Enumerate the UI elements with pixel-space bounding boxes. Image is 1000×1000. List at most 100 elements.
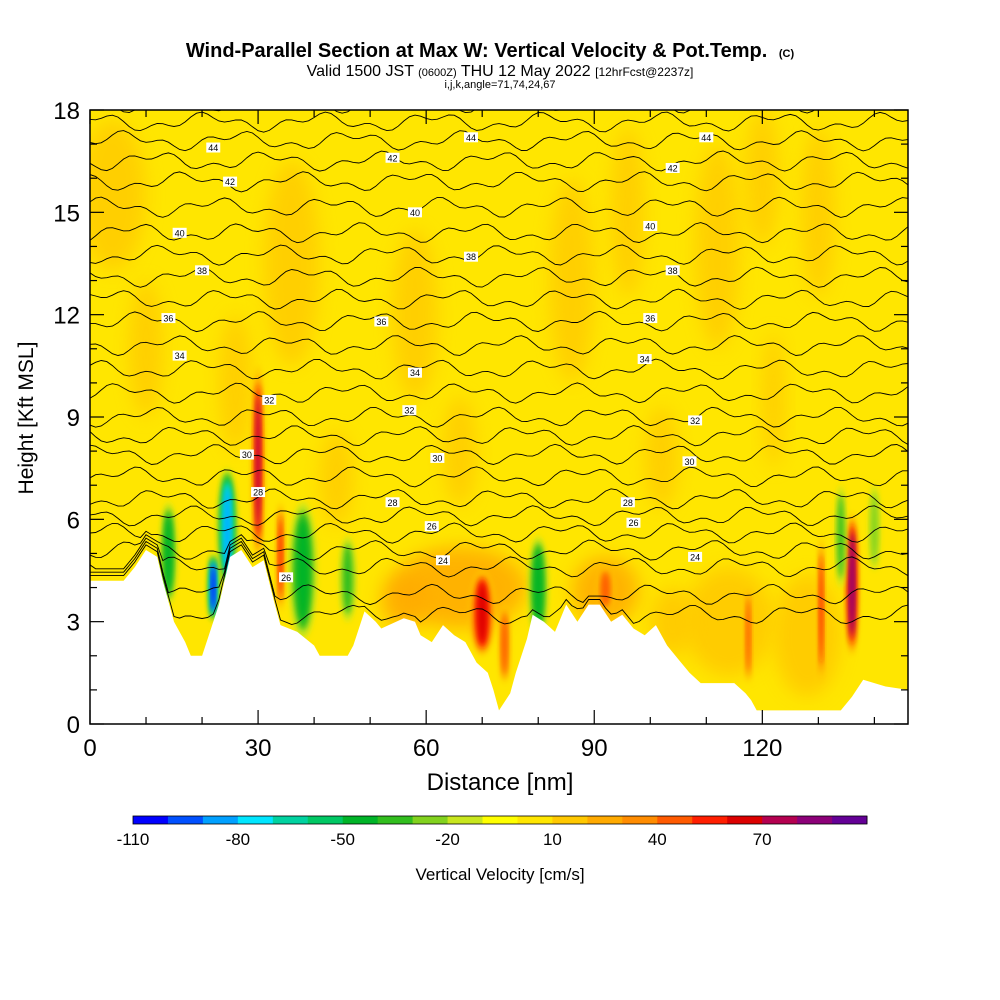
shading-patch	[129, 280, 163, 417]
chart-title-main: Wind-Parallel Section at Max W: Vertical…	[186, 40, 767, 62]
x-tick-label: 120	[742, 735, 782, 762]
contour-label: 34	[175, 351, 185, 361]
subtitle-valid: Valid 1500 JST	[307, 63, 415, 80]
colorbar-frame	[132, 815, 868, 825]
contour-label: 30	[684, 457, 694, 467]
contour-label: 38	[197, 266, 207, 276]
contour-label: 26	[628, 518, 638, 528]
contour-label-bg	[223, 176, 238, 187]
contour-label-bg	[682, 456, 697, 467]
contour-label-bg	[172, 227, 187, 238]
colorbar-swatch	[342, 816, 379, 824]
contour-label: 36	[645, 314, 655, 324]
shading-patch	[549, 178, 595, 383]
velocity-cell	[850, 535, 854, 633]
colorbar-tick-label: -50	[330, 830, 355, 849]
contour-label-bg	[385, 497, 400, 508]
velocity-cell	[296, 519, 309, 622]
contour-label-bg	[402, 405, 417, 416]
x-tick-label: 60	[413, 735, 440, 762]
contour-label-bg	[172, 350, 187, 361]
colorbar-tick-label: -20	[435, 830, 460, 849]
contour-label: 44	[701, 133, 711, 143]
velocity-cell	[871, 492, 878, 563]
velocity-cell	[746, 599, 751, 671]
contour-label-bg	[637, 354, 652, 365]
colorbar-swatch	[167, 816, 204, 824]
contour-label: 28	[253, 488, 263, 498]
theta-contour	[90, 537, 908, 578]
contour-label-bg	[262, 394, 277, 405]
theta-contour	[90, 244, 908, 266]
colorbar-swatch	[552, 816, 588, 824]
chart-subtitle: Valid 1500 JST (0600Z) THU 12 May 2022 […	[307, 63, 694, 80]
theta-contour	[90, 544, 908, 625]
shading-patch	[611, 127, 645, 298]
theta-contour	[90, 310, 908, 333]
colorbar-tick-label: 70	[753, 830, 772, 849]
theta-contour	[90, 406, 908, 428]
theta-contour	[90, 288, 908, 310]
contour-label-bg	[435, 555, 450, 566]
subtitle-forecast: [12hrFcst@2237z]	[595, 65, 693, 79]
colorbar-swatch	[307, 816, 344, 824]
contour-label: 44	[466, 133, 476, 143]
contour-label: 28	[623, 498, 633, 508]
contour-label-bg	[195, 265, 210, 276]
theta-contour	[90, 540, 908, 606]
contour-label: 36	[163, 314, 173, 324]
chart-title: Wind-Parallel Section at Max W: Vertical…	[186, 40, 795, 62]
colorbar-label: Vertical Velocity [cm/s]	[415, 865, 584, 884]
contour-label-bg	[239, 449, 254, 460]
x-tick-label: 90	[581, 735, 608, 762]
theta-contour	[90, 196, 908, 218]
velocity-cell	[601, 572, 610, 606]
colorbar-tick-label: -80	[226, 830, 251, 849]
theta-contour	[90, 505, 908, 527]
theta-contour	[90, 382, 908, 404]
velocity-cell	[278, 516, 283, 598]
terrain	[90, 550, 908, 724]
contour-label: 26	[427, 522, 437, 532]
shading-patch	[745, 110, 780, 247]
x-tick-label: 30	[245, 735, 272, 762]
shading-patch	[801, 127, 836, 298]
y-tick-label: 12	[53, 303, 80, 330]
colorbar-swatch	[517, 816, 553, 824]
velocity-cell	[477, 583, 487, 643]
contour-label-bg	[206, 142, 221, 153]
contour-label-bg	[407, 207, 422, 218]
colorbar-swatch	[797, 816, 833, 824]
subtitle-date: THU 12 May 2022	[461, 63, 591, 80]
theta-contour	[90, 111, 908, 133]
theta-contour	[90, 150, 908, 172]
theta-contour	[90, 222, 908, 244]
velocity-cell	[534, 549, 543, 626]
colorbar-swatch	[587, 816, 623, 824]
contour-label-bg	[161, 313, 176, 324]
velocity-cell	[224, 487, 230, 569]
contour-label: 38	[668, 266, 678, 276]
contour-label: 34	[410, 368, 420, 378]
contour-label: 24	[690, 552, 700, 562]
theta-contour	[90, 130, 908, 152]
colorbar-swatch	[237, 816, 274, 824]
colorbar-tick-label: -110	[117, 830, 150, 849]
contour-label: 38	[466, 252, 476, 262]
contour-label-bg	[251, 487, 266, 498]
contour-label-bg	[385, 152, 400, 163]
contour-label-bg	[643, 313, 658, 324]
contour-label-bg	[699, 132, 714, 143]
y-tick-label: 6	[67, 507, 80, 534]
contour-label: 30	[242, 450, 252, 460]
colorbar-swatch	[447, 816, 484, 824]
x-axis-label: Distance [nm]	[427, 769, 574, 796]
contour-label: 32	[264, 395, 274, 405]
theta-contour	[90, 443, 908, 465]
colorbar-swatch	[272, 816, 309, 824]
contour-label: 30	[432, 453, 442, 463]
contour-label-bg	[430, 452, 445, 463]
theta-contour	[90, 522, 908, 544]
velocity-cell	[342, 544, 353, 614]
contour-label-bg	[688, 551, 703, 562]
